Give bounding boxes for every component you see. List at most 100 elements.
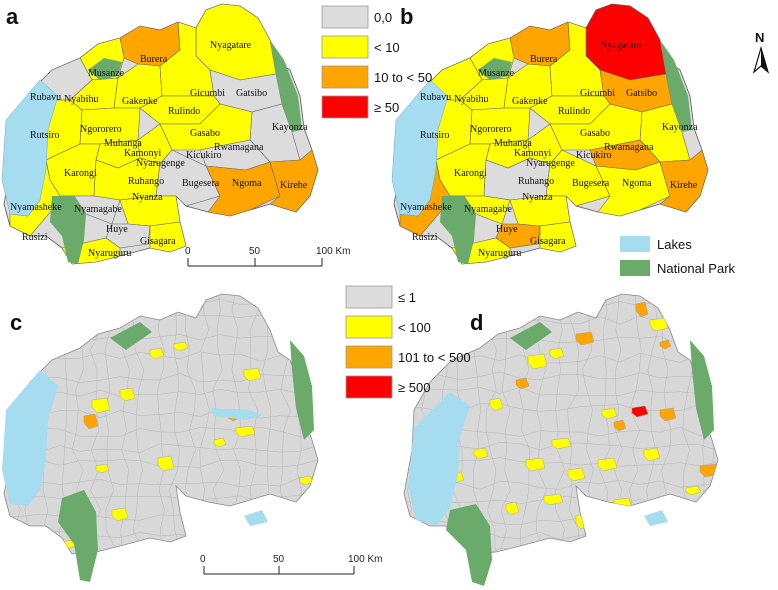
district-label-ruhango: Ruhango [518,176,554,187]
district-label-gicumbi: Gicumbi [580,88,615,99]
district-label-gasabo: Gasabo [580,128,610,139]
sector-boundary [4,408,318,419]
sector-highlight [119,387,136,402]
sector-highlight [527,353,548,370]
scale-bar-top: 0 50 100 Km [185,246,350,267]
district-label-rusizi: Rusizi [22,232,48,243]
district-ngoma [205,161,281,217]
district-label-nyanza: Nyanza [522,192,553,203]
sector-boundary [4,552,318,554]
district-label-bugesera: Bugesera [572,178,610,189]
lake-east [244,510,268,526]
district-label-nyarugenge: Nyarugenge [526,158,575,169]
sector-highlight [91,397,111,414]
sector-highlight [575,331,595,346]
scale-bottom-tick-0: 0 [200,554,206,565]
district-label-rubavu: Rubavu [30,92,61,103]
district-label-ngororero: Ngororero [470,124,512,135]
panel-d-map [403,293,719,586]
legend-swatch-10to50 [321,65,369,89]
akagera-park [270,40,302,132]
sector-highlight [473,447,489,460]
sector-highlight [685,485,702,496]
sector-highlight [549,347,565,360]
volcanoes-park [88,58,122,80]
district-label-nyarugenge: Nyarugenge [136,158,185,169]
lake-east [644,510,668,526]
north-arrow-label: N [755,30,764,45]
sector-highlight [601,407,618,420]
sector-highlight [533,545,554,554]
district-label-gisagara: Gisagara [530,236,566,247]
legend-label-ge500: ≥ 500 [398,380,430,395]
sector-highlight [649,317,669,332]
panel-b-map: Nyagatare Burera Musanze Rubavu Nyabihu Gaken… [391,3,709,265]
district-label-huye: Huye [496,224,518,235]
district-label-musanze: Musanze [88,68,125,79]
district-gasabo [159,103,253,151]
akagera-park [290,340,314,440]
district-label-nyagatare: Nyagatare [600,40,642,51]
sector-highlight [525,457,546,472]
sector-highlight [567,467,586,482]
district-label-nyagatare: Nyagatare [210,40,252,51]
north-arrow-icon: N [752,30,770,74]
sector-highlight [551,437,572,450]
sector-highlight [243,367,262,382]
district-label-burera: Burera [530,54,558,65]
sector-highlight [659,407,677,422]
district-kirehe [659,149,708,213]
district-label-muhanga: Muhanga [494,138,532,149]
district-gisagara [539,221,577,253]
district-kirehe [269,149,318,213]
volcanoes-park [478,58,512,80]
district-label-nyamasheke: Nyamasheke [10,202,62,213]
sector-highlight [489,397,504,412]
district-label-ngororero: Ngororero [80,124,122,135]
district-label-gisagara: Gisagara [140,236,176,247]
district-label-rubavu: Rubavu [420,92,451,103]
lake-kivu [1,79,59,217]
lake-muhazi [210,408,262,420]
nyungwe-park [446,504,492,586]
sector-boundary [4,372,318,383]
sector-highlight [515,377,530,390]
sector-highlight [299,475,314,486]
district-label-gasabo: Gasabo [190,128,220,139]
legend-swatch-ge500 [345,375,393,399]
district-label-kirehe: Kirehe [280,180,308,191]
sector-highlight [613,419,627,432]
legend-swatch-101to500 [345,345,393,369]
sector-highlight [631,405,649,418]
sector-highlight [589,537,607,552]
sector-highlight [659,339,672,350]
sector-highlight [643,447,661,462]
lake-kivu [391,79,449,217]
legend-label-le1: ≤ 1 [398,290,416,305]
legend-swatch-le1 [345,285,393,309]
sector-highlight [213,437,227,448]
volcanoes-park [510,322,552,350]
legend-district: 0,0 < 10 10 to < 50 ≥ 50 [321,5,432,119]
sector-highlight [613,497,633,512]
sector-boundary [4,426,318,437]
sector-boundary [404,352,718,364]
panel-label-a: a [6,4,19,29]
legend-swatch-zero [321,5,369,29]
legend-label-lt100: < 100 [398,320,431,335]
district-label-nyaruguru: Nyaruguru [478,248,521,259]
district-label-kamonyi: Kamonyi [124,148,161,159]
sector-boundary [404,387,718,397]
legend-label-zero: 0,0 [374,10,392,25]
district-label-gatsibo: Gatsibo [236,88,267,99]
sector-boundary [404,300,718,311]
district-label-kayonza: Kayonza [662,122,698,133]
district-label-nyamasheke: Nyamasheke [400,202,452,213]
sector-highlight [699,463,718,478]
volcanoes-park [110,322,152,350]
scale-top-tick-50: 50 [249,246,261,257]
district-label-gicumbi: Gicumbi [190,88,225,99]
district-label-ruhango: Ruhango [128,176,164,187]
district-label-huye: Huye [106,224,128,235]
